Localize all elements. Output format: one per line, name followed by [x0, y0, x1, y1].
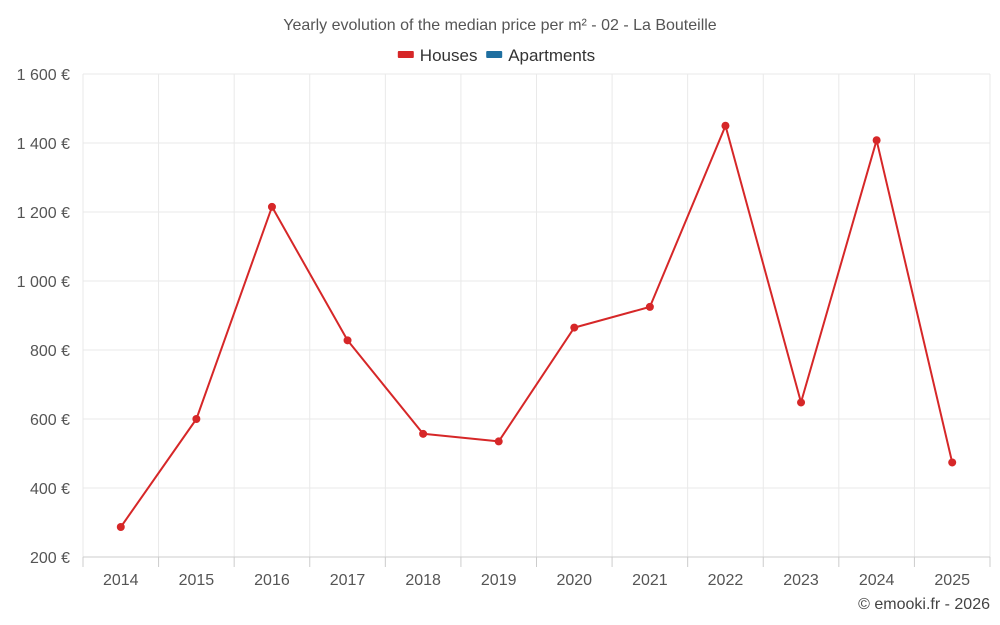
data-point: [267, 202, 276, 211]
data-point: [948, 458, 957, 467]
x-tick-label: 2023: [783, 572, 819, 589]
x-tick-label: 2024: [859, 572, 895, 589]
x-tick-label: 2022: [708, 572, 744, 589]
y-tick-label: 1 600 €: [17, 67, 70, 84]
data-point: [116, 522, 125, 531]
legend-label: Houses: [420, 46, 478, 65]
data-point: [721, 121, 730, 130]
x-tick-label: 2020: [556, 572, 592, 589]
y-tick-label: 600 €: [30, 412, 70, 429]
data-point: [645, 302, 654, 311]
y-axis-ticks: 200 € 400 € 600 € 800 € 1 000 € 1 200 € 1 400 …: [17, 67, 70, 567]
x-tick-label: 2019: [481, 572, 517, 589]
x-tick-label: 2014: [103, 572, 139, 589]
legend-item-apartments[interactable]: Apartments: [486, 46, 595, 65]
x-tick-label: 2021: [632, 572, 668, 589]
y-tick-label: 800 €: [30, 343, 70, 360]
y-tick-label: 1 200 €: [17, 205, 70, 222]
legend-swatch: [397, 51, 414, 58]
data-point: [419, 429, 428, 438]
data-point: [343, 336, 352, 345]
y-tick-label: 1 000 €: [17, 274, 70, 291]
data-point: [797, 398, 806, 407]
legend-item-houses[interactable]: Houses: [397, 46, 478, 65]
data-point: [872, 136, 881, 145]
x-tick-label: 2025: [934, 572, 970, 589]
x-tick-label: 2018: [405, 572, 441, 589]
vertical-gridlines: [82, 74, 991, 557]
data-point: [494, 437, 503, 446]
credit-text: © emooki.fr - 2026: [858, 596, 990, 613]
data-point: [570, 323, 579, 332]
y-tick-label: 1 400 €: [17, 136, 70, 153]
legend: Houses Apartments: [397, 46, 595, 65]
x-tick-label: 2016: [254, 572, 290, 589]
legend-swatch: [486, 51, 503, 58]
x-tick-label: 2017: [330, 572, 366, 589]
series-line-houses: [119, 124, 954, 528]
chart-title: Yearly evolution of the median price per…: [283, 17, 717, 34]
y-tick-label: 200 €: [30, 550, 70, 567]
series-layer: [116, 121, 957, 531]
data-point: [192, 415, 201, 423]
x-tick-label: 2015: [179, 572, 215, 589]
y-tick-label: 400 €: [30, 481, 70, 498]
legend-label: Apartments: [508, 46, 595, 65]
x-axis-ticks: 2014 2015 2016 2017 2018 2019 2020 2021 2022 2023…: [82, 557, 991, 589]
